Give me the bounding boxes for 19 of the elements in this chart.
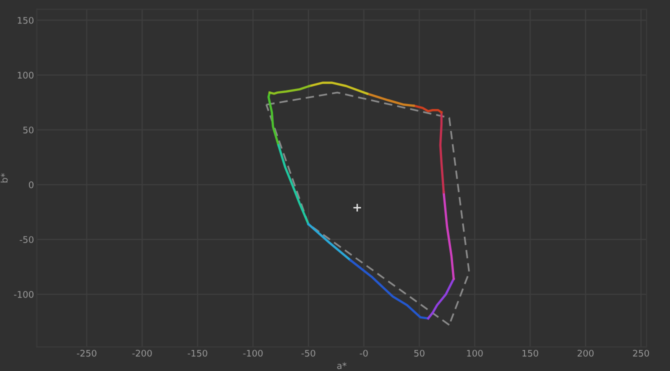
x-tick-label: -200 [132, 350, 152, 357]
y-axis-title: b* [0, 173, 8, 182]
y-tick-label: 50 [23, 126, 34, 134]
y-tick-label: 150 [18, 16, 34, 24]
x-tick-label: -0 [360, 350, 368, 357]
x-tick-label: -50 [302, 350, 316, 357]
y-tick-label: 100 [18, 72, 34, 79]
x-tick-label: 250 [633, 350, 650, 357]
y-tick-label: -100 [14, 291, 34, 298]
y-tick-label: -50 [20, 236, 34, 244]
x-tick-label: 50 [414, 350, 424, 357]
x-tick-label: -100 [243, 350, 263, 357]
x-tick-label: 100 [467, 350, 483, 357]
y-tick-label: 0 [28, 181, 34, 188]
x-tick-label: -250 [76, 350, 96, 357]
x-tick-label: 150 [522, 350, 538, 357]
x-tick-label: 200 [578, 350, 594, 357]
x-tick-label: -150 [188, 350, 208, 357]
x-axis-title: a* [337, 362, 346, 370]
